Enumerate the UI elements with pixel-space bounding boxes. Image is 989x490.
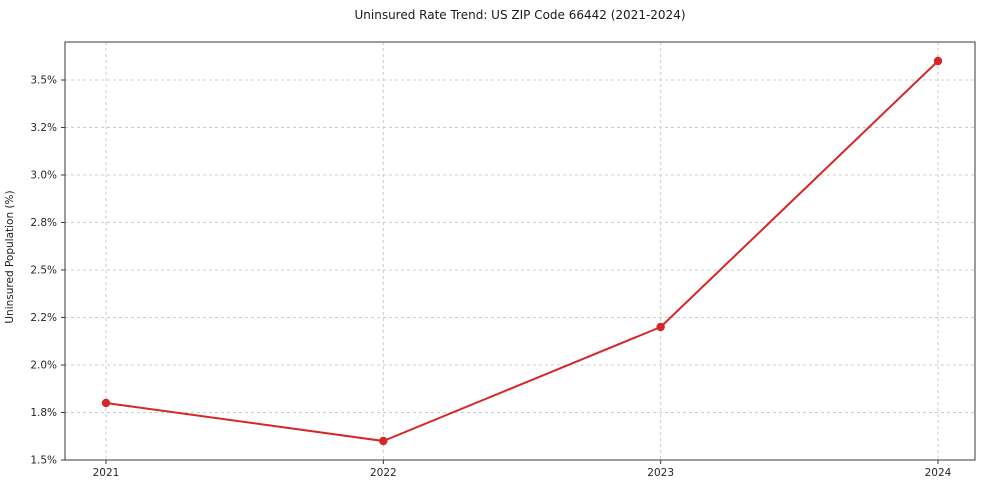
y-tick-label: 3.2% bbox=[30, 122, 57, 134]
data-point-2022 bbox=[379, 436, 388, 446]
y-tick-label: 2.8% bbox=[30, 217, 57, 229]
x-tick-label: 2023 bbox=[647, 467, 674, 479]
y-tick-label: 1.8% bbox=[30, 407, 57, 419]
y-tick-label: 2.5% bbox=[30, 265, 57, 277]
y-tick-label: 2.0% bbox=[30, 360, 57, 372]
y-tick-label: 3.0% bbox=[30, 170, 57, 182]
data-point-2023 bbox=[656, 322, 665, 332]
x-tick-label: 2021 bbox=[93, 467, 120, 479]
y-tick-label: 2.2% bbox=[30, 312, 57, 324]
y-tick-label: 1.5% bbox=[30, 455, 57, 467]
data-point-2021 bbox=[101, 398, 111, 408]
data-point-2024 bbox=[933, 56, 943, 66]
chart-title: Uninsured Rate Trend: US ZIP Code 66442 … bbox=[354, 8, 686, 22]
trend-line bbox=[105, 60, 939, 442]
y-tick-label: 3.5% bbox=[30, 75, 57, 87]
x-tick-label: 2024 bbox=[925, 467, 952, 479]
x-tick-label: 2022 bbox=[370, 467, 397, 479]
plot-border bbox=[64, 41, 976, 461]
